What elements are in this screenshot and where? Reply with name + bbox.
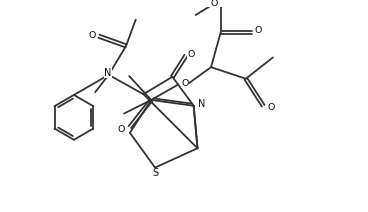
Text: O: O bbox=[181, 79, 189, 88]
Text: N: N bbox=[104, 68, 112, 78]
Text: N: N bbox=[198, 99, 205, 109]
Text: O: O bbox=[118, 125, 125, 134]
Text: O: O bbox=[267, 103, 275, 112]
Text: S: S bbox=[152, 168, 158, 178]
Text: O: O bbox=[88, 31, 96, 40]
Text: O: O bbox=[188, 50, 195, 59]
Text: O: O bbox=[210, 0, 217, 8]
Text: O: O bbox=[255, 26, 262, 35]
